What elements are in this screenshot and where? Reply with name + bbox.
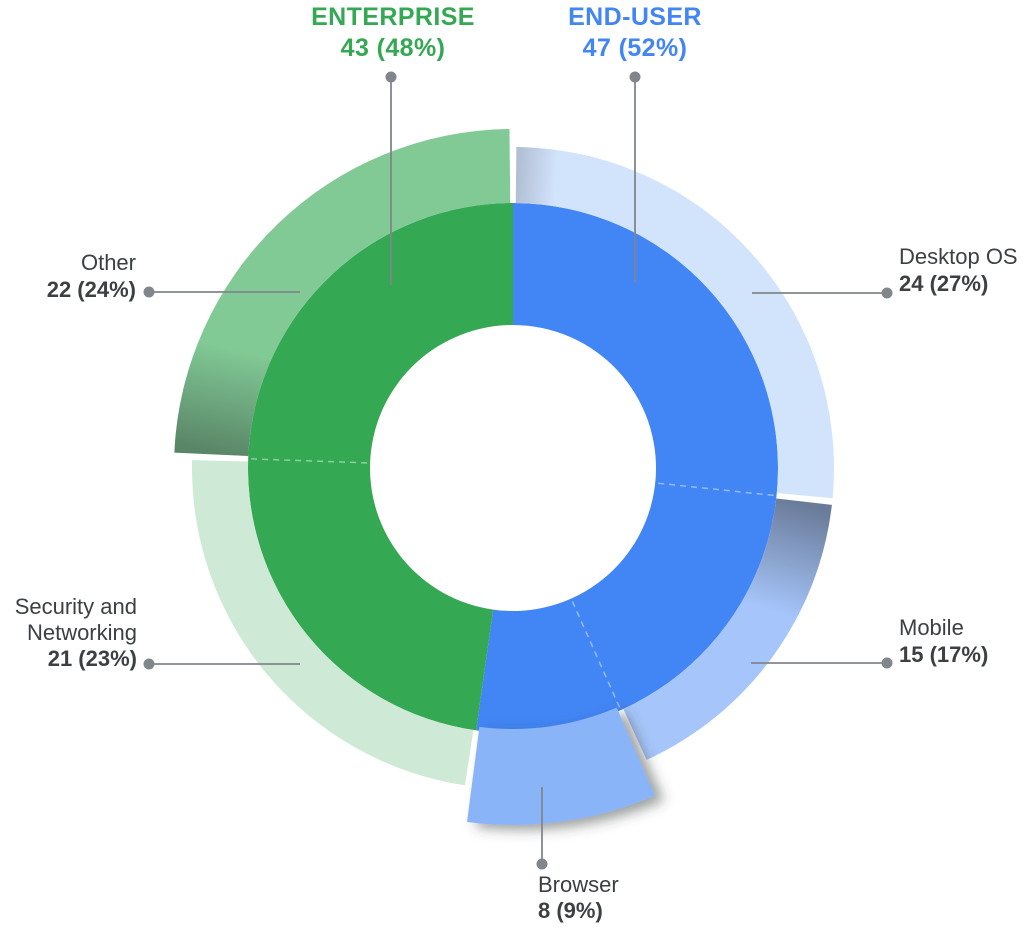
outer-segment-browser (467, 707, 655, 825)
leader-dot (385, 71, 397, 83)
leader-dot (629, 71, 641, 83)
end-user-label: END-USER (568, 3, 702, 31)
leader-dot (536, 858, 548, 870)
segment-divider-line (250, 458, 368, 464)
inner-segment-enterprise (248, 203, 513, 731)
leader-dot (881, 287, 893, 299)
enterprise-value: 43 (48%) (340, 34, 446, 62)
other-value: 22 (24%) (46, 277, 136, 302)
callout-security-networking: Security and Networking 21 (23%) (0, 594, 137, 672)
security-networking-label: Security and Networking (14, 594, 137, 645)
callout-end-user: END-USER 47 (52%) (485, 2, 785, 64)
desktop-os-value: 24 (27%) (899, 271, 989, 296)
callout-mobile: Mobile 15 (17%) (899, 614, 988, 668)
enterprise-label: ENTERPRISE (311, 3, 475, 31)
browser-label: Browser (538, 872, 619, 897)
end-user-value: 47 (52%) (582, 34, 688, 62)
callout-enterprise: ENTERPRISE 43 (48%) (243, 2, 543, 64)
desktop-os-label: Desktop OS (899, 244, 1018, 269)
segment-shadow (174, 330, 271, 456)
mobile-value: 15 (17%) (899, 642, 989, 667)
callout-browser: Browser 8 (9%) (538, 872, 619, 924)
other-label: Other (80, 250, 136, 275)
segment-divider-line (658, 482, 775, 497)
leader-dot (881, 657, 893, 669)
segment-shadow (742, 498, 832, 629)
leader-dot (143, 658, 155, 670)
security-networking-value: 21 (23%) (47, 646, 137, 671)
mobile-label: Mobile (899, 615, 964, 640)
browser-value: 8 (9%) (538, 898, 603, 923)
leader-dot (143, 286, 155, 298)
segment-shadow (515, 147, 566, 207)
outer-segment-security-and-networking (192, 460, 474, 786)
inner-segment-end-user (476, 203, 779, 733)
segment-divider-line (571, 601, 621, 709)
callout-desktop-os: Desktop OS 24 (27%) (899, 243, 1018, 297)
callout-other: Other 22 (24%) (0, 249, 136, 303)
